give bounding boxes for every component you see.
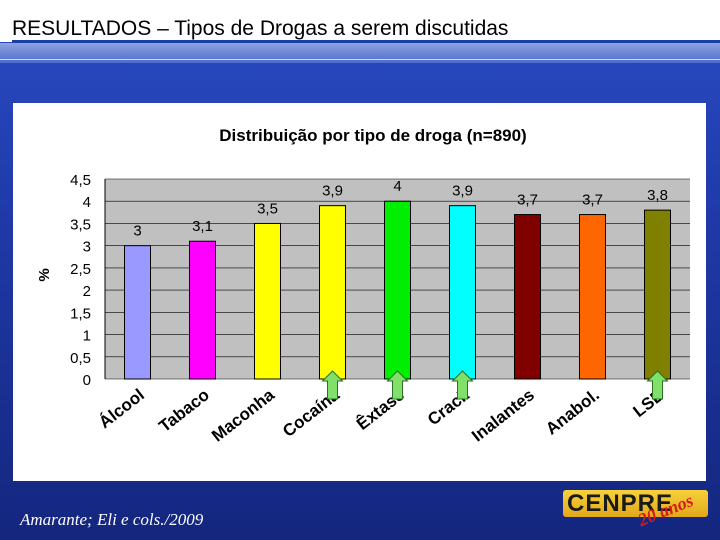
value-label: 3,1 [192,218,213,235]
bar [189,240,216,380]
y-tick-label: 4,5 [70,172,91,189]
chart-panel: Distribuição por tipo de droga (n=890) 0… [13,103,706,481]
bar [254,222,281,380]
y-tick-label: 3,5 [70,216,91,233]
value-label: 3 [133,223,141,240]
up-arrow-icon [451,370,474,400]
bar [384,200,411,380]
x-tick-label: Inalantes [468,385,538,445]
y-tick-label: 3 [83,239,91,256]
slide-title-bar: RESULTADOS – Tipos de Drogas a serem dis… [0,0,720,42]
y-axis-ticks: 0 0,5 1 1,5 2 2,5 3 3,5 4 4,5 [70,172,91,389]
bars [124,200,671,380]
value-label: 3,9 [452,183,473,200]
cenpre-logo: CENPRE 20 anos [563,490,713,535]
up-arrow-icon [646,370,669,400]
header-band-line [0,59,720,60]
value-label: 3,5 [257,200,278,217]
x-tick-label: Tabaco [155,385,213,436]
logo-text: CENPRE [567,490,674,517]
bar [579,214,606,380]
y-axis-label: % [36,268,53,281]
y-tick-label: 2,5 [70,261,91,278]
up-arrow-icon [321,370,344,400]
logo-background: CENPRE [563,490,708,517]
citation: Amarante; Eli e cols./2009 [20,510,204,529]
value-label: 3,8 [647,187,668,204]
bar [124,245,151,380]
value-label: 4 [393,178,401,195]
value-label: 3,7 [517,192,538,209]
bar [514,214,541,380]
y-tick-label: 1 [83,328,91,345]
y-tick-label: 1,5 [70,305,91,322]
highlight-arrows [321,370,669,400]
x-tick-label: Maconha [208,385,278,446]
bar [449,205,476,380]
value-labels: 3 3,1 3,5 3,9 4 3,9 3,7 3,7 3,8 [133,178,668,239]
value-label: 3,7 [582,192,603,209]
x-tick-label: Anabol. [542,385,603,438]
y-tick-label: 4 [83,194,91,211]
y-tick-label: 0,5 [70,350,91,367]
y-tick-label: 0 [83,372,91,389]
bar [319,205,346,380]
slide-title: RESULTADOS – Tipos de Drogas a serem dis… [12,17,509,40]
chart-title: Distribuição por tipo de droga (n=890) [219,126,526,145]
bar-chart: Distribuição por tipo de droga (n=890) 0… [36,126,690,446]
header-band [0,43,720,63]
title-underline [12,40,720,43]
value-label: 3,9 [322,183,343,200]
bar [644,209,671,380]
x-tick-label: Álcool [95,385,148,432]
up-arrow-icon [386,370,409,400]
y-tick-label: 2 [83,283,91,300]
